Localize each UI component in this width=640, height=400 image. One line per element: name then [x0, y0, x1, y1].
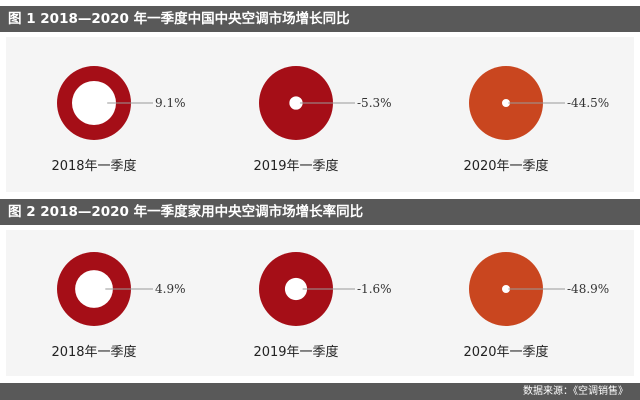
value-label: -1.6%	[357, 282, 392, 296]
donut-hole	[284, 277, 308, 301]
chart-1-donuts: 9.1% 2018年一季度 -5.3% 2019年一季度 -44.5% 2020年一季度	[51, 66, 609, 174]
donut-hole	[289, 96, 303, 110]
chart-2-title: 图 2 2018—2020 年一季度家用中央空调市场增长率同比	[0, 199, 640, 225]
value-label: 4.9%	[155, 282, 186, 296]
donut-hole	[502, 285, 510, 293]
data-source-footer: 数据来源：《空调销售》	[0, 383, 640, 400]
value-label: 9.1%	[155, 96, 186, 110]
chart-2-panel: 4.9% 2018年一季度 -1.6% 2019年一季度 -48.9% 2020年一季度	[6, 230, 634, 376]
donut-1-2: -5.3% 2019年一季度	[253, 66, 392, 174]
donut-hole	[75, 270, 113, 308]
category-label: 2020年一季度	[463, 344, 548, 360]
category-label: 2019年一季度	[253, 158, 338, 174]
chart-1-title: 图 1 2018—2020 年一季度中国中央空调市场增长同比	[0, 6, 640, 32]
chart-1-panel: 9.1% 2018年一季度 -5.3% 2019年一季度 -44.5% 2020年一季度	[6, 37, 634, 192]
chart-2-donuts: 4.9% 2018年一季度 -1.6% 2019年一季度 -48.9% 2020年一季度	[51, 252, 609, 360]
donut-2-3: -48.9% 2020年一季度	[463, 252, 609, 360]
value-label: -44.5%	[567, 96, 609, 110]
donut-hole	[72, 81, 116, 125]
value-label: -48.9%	[567, 282, 609, 296]
category-label: 2018年一季度	[51, 158, 136, 174]
donut-2-1: 4.9% 2018年一季度	[51, 252, 186, 360]
category-label: 2019年一季度	[253, 344, 338, 360]
donut-1-3: -44.5% 2020年一季度	[463, 66, 609, 174]
donut-2-2: -1.6% 2019年一季度	[253, 252, 392, 360]
value-label: -5.3%	[357, 96, 392, 110]
donut-1-1: 9.1% 2018年一季度	[51, 66, 186, 174]
donut-hole	[502, 99, 510, 107]
category-label: 2018年一季度	[51, 344, 136, 360]
category-label: 2020年一季度	[463, 158, 548, 174]
